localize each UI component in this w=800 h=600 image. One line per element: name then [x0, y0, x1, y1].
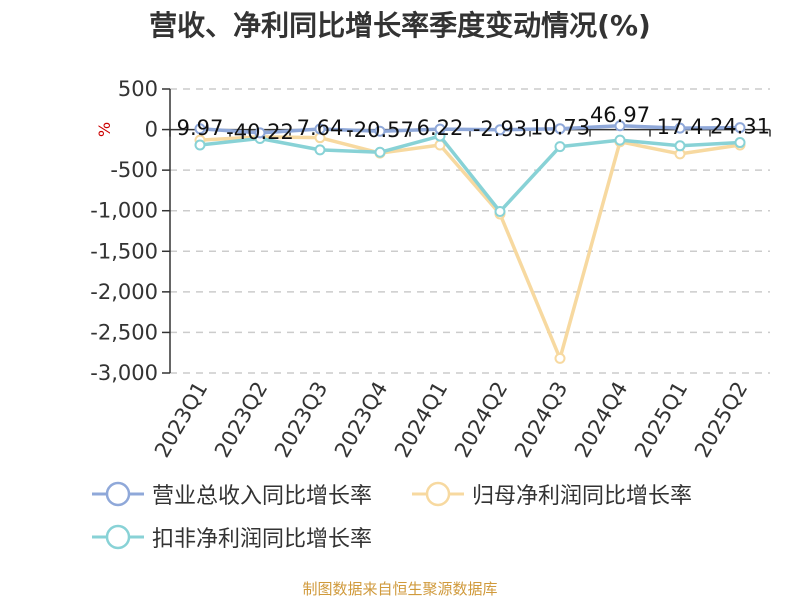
y-tick-label: -2,000 [90, 280, 158, 304]
data-point [674, 122, 686, 134]
chart-title: 营收、净利同比增长率季度变动情况(%) [149, 9, 651, 42]
data-label: -2.93 [473, 117, 527, 141]
data-point [674, 140, 686, 152]
data-point [194, 139, 206, 151]
data-point [554, 352, 566, 364]
data-label: 46.97 [590, 103, 650, 127]
legend-label: 归母净利润同比增长率 [472, 484, 693, 509]
series-line-0 [199, 124, 741, 135]
source-footer: 制图数据来自恒生聚源数据库 [302, 580, 498, 598]
data-label: 6.22 [417, 116, 464, 140]
data-point [734, 137, 746, 149]
x-tick-label: 2024Q3 [510, 378, 572, 462]
data-point [554, 123, 566, 135]
x-tick-label: 2024Q2 [450, 378, 512, 462]
x-tick-label: 2023Q4 [330, 378, 392, 462]
data-point [314, 123, 326, 135]
data-point [614, 134, 626, 146]
data-label: 9.97 [177, 116, 224, 140]
legend-label: 扣非净利润同比增长率 [152, 527, 373, 552]
legend-swatch-marker [105, 481, 131, 507]
data-label: 10.73 [530, 116, 590, 140]
y-tick-label: -2,500 [90, 320, 158, 344]
data-label: 7.64 [297, 116, 344, 140]
legend-swatch [92, 524, 144, 550]
series-line-1 [199, 135, 741, 361]
y-axis-unit: % [95, 121, 115, 138]
data-label: 24.31 [710, 115, 770, 139]
x-tick-label: 2023Q3 [270, 378, 332, 462]
data-point [254, 127, 266, 139]
data-point [374, 125, 386, 137]
series-line-2 [199, 134, 741, 214]
y-tick-label: -500 [110, 158, 158, 182]
y-tick-label: -1,000 [90, 199, 158, 223]
data-point [614, 120, 626, 132]
legend-swatch [412, 481, 464, 507]
x-tick-label: 2025Q2 [690, 378, 752, 462]
y-tick-label: 0 [145, 118, 158, 142]
y-tick-label: -1,500 [90, 239, 158, 263]
data-point [734, 122, 746, 134]
y-tick-label: 500 [118, 77, 158, 101]
x-tick-label: 2023Q2 [210, 378, 272, 462]
legend-item[interactable]: 归母净利润同比增长率 [412, 478, 692, 510]
x-tick-label: 2024Q4 [570, 378, 632, 462]
legend-item[interactable]: 扣非净利润同比增长率 [92, 521, 372, 553]
legend-swatch [92, 481, 144, 507]
data-point [374, 146, 386, 158]
legend-label: 营业总收入同比增长率 [152, 484, 373, 509]
data-label: 17.4 [657, 115, 704, 139]
data-label: -40.22 [226, 120, 294, 144]
legend-item[interactable]: 营业总收入同比增长率 [92, 478, 372, 510]
data-label: -20.57 [346, 118, 414, 142]
series-lines [194, 120, 746, 364]
legend-swatch-marker [105, 524, 131, 550]
data-point [494, 124, 506, 136]
x-tick-label: 2023Q1 [150, 378, 212, 462]
legend-swatch-marker [425, 481, 451, 507]
data-point [494, 206, 506, 218]
grid-lines [170, 88, 770, 374]
x-tick-label: 2024Q1 [390, 378, 452, 462]
data-point [434, 123, 446, 135]
data-point [194, 123, 206, 135]
x-tick-label: 2025Q1 [630, 378, 692, 462]
data-point [554, 141, 566, 153]
y-tick-label: -3,000 [90, 361, 158, 385]
data-point [314, 144, 326, 156]
